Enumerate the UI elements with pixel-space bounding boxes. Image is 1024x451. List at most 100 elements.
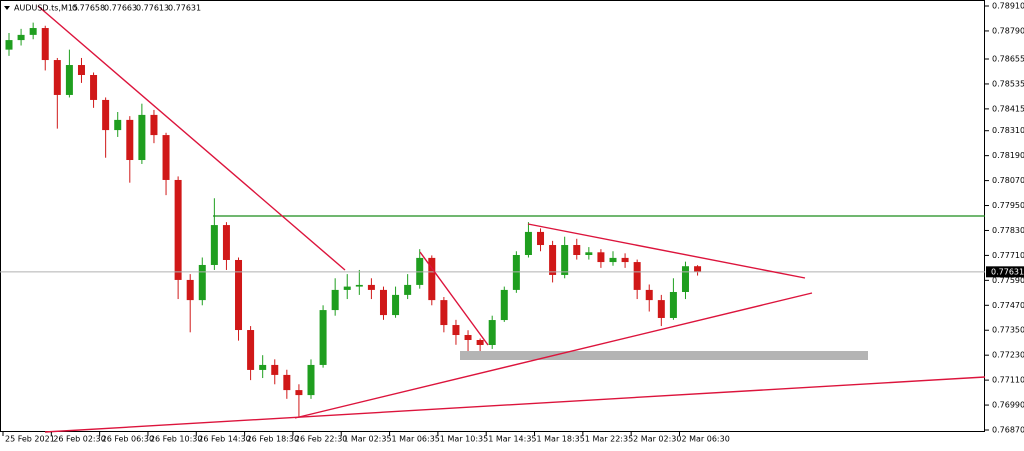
- x-tick-label: 26 Feb 18:30: [247, 435, 299, 444]
- y-tick-label: 0.76870: [992, 426, 1024, 435]
- candle-body: [235, 259, 243, 331]
- candle-body: [621, 257, 629, 263]
- x-tick-label: 1 Mar 18:35: [537, 435, 585, 444]
- y-tick-label: 0.78190: [992, 151, 1024, 160]
- y-tick-label: 0.77710: [992, 251, 1024, 260]
- y-tick-label: 0.78535: [992, 79, 1024, 88]
- candle-body: [186, 279, 194, 301]
- candle-body: [392, 294, 400, 316]
- candle-body: [295, 390, 303, 396]
- candle-body: [585, 252, 593, 255]
- trendline: [419, 251, 489, 346]
- y-tick-label: 0.78790: [992, 26, 1024, 35]
- x-tick-label: 26 Feb 06:30: [102, 435, 154, 444]
- x-tick-label: 26 Feb 02:30: [53, 435, 105, 444]
- y-tick-label: 0.78910: [992, 2, 1024, 11]
- candle-body: [476, 340, 484, 345]
- candle-body: [657, 300, 665, 318]
- price-label-box: [986, 266, 1024, 278]
- candle-body: [561, 245, 569, 275]
- ohlc-high: 0.77663: [104, 4, 137, 13]
- candle-body: [464, 335, 472, 341]
- candle-body: [41, 28, 49, 61]
- y-tick-label: 0.77590: [992, 276, 1024, 285]
- candle-body: [597, 252, 605, 263]
- y-tick-label: 0.77350: [992, 326, 1024, 335]
- y-tick-label: 0.77110: [992, 376, 1024, 385]
- candle-body: [319, 310, 327, 365]
- x-tick-label: 2 Mar 02:30: [633, 435, 681, 444]
- x-tick-label: 26 Feb 14:30: [198, 435, 250, 444]
- candle-body: [549, 245, 557, 275]
- x-tick-label: 2 Mar 06:30: [681, 435, 729, 444]
- candles: [0, 22, 985, 418]
- candle-body: [283, 374, 291, 391]
- x-tick-label: 25 Feb 2021: [5, 435, 55, 444]
- candle-body: [645, 289, 653, 301]
- y-tick-label: 0.78415: [992, 104, 1024, 113]
- y-tick-label: 0.78310: [992, 126, 1024, 135]
- candle-body: [573, 245, 581, 255]
- x-tick-label: 26 Feb 10:30: [150, 435, 202, 444]
- candle-body: [198, 264, 206, 301]
- candle-body: [367, 284, 375, 290]
- y-tick-label: 0.76990: [992, 401, 1024, 410]
- candle-body: [633, 262, 641, 290]
- y-tick-label: 0.78070: [992, 176, 1024, 185]
- y-tick-label: 0.77470: [992, 301, 1024, 310]
- candle-body: [500, 289, 508, 321]
- price-label: 0.77631: [991, 267, 1024, 276]
- candle-body: [102, 99, 110, 131]
- trendline: [44, 376, 986, 433]
- trendline: [37, 5, 346, 271]
- candle-body: [210, 225, 218, 265]
- candle-body: [355, 284, 363, 287]
- support-zone: [460, 351, 868, 360]
- candle-body: [138, 114, 146, 161]
- candle-body: [404, 284, 412, 295]
- candle-body: [114, 119, 122, 131]
- candle-body: [77, 65, 85, 76]
- y-tick-label: 0.77950: [992, 201, 1024, 210]
- candle-body: [343, 286, 351, 290]
- candle-body: [126, 119, 134, 161]
- candle-body: [428, 257, 436, 301]
- candle-body: [150, 114, 158, 136]
- candle-body: [681, 266, 689, 292]
- candle-body: [694, 266, 702, 272]
- trendlines: [37, 5, 986, 433]
- trendline: [527, 223, 806, 279]
- x-tick-label: 1 Mar 06:35: [392, 435, 440, 444]
- candle-body: [53, 60, 61, 95]
- y-tick-label: 0.77830: [992, 226, 1024, 235]
- x-tick-label: 1 Mar 02:35: [343, 435, 391, 444]
- candle-body: [90, 75, 98, 100]
- candle-body: [17, 34, 25, 41]
- x-tick-label: 1 Mar 10:35: [440, 435, 488, 444]
- y-tick-label: 0.78655: [992, 55, 1024, 64]
- menu-icon[interactable]: [4, 6, 10, 10]
- x-tick-label: 1 Mar 22:35: [585, 435, 633, 444]
- y-tick-label: 0.77230: [992, 351, 1024, 360]
- candle-body: [452, 325, 460, 336]
- candle-body: [524, 231, 532, 255]
- candle-body: [29, 28, 37, 35]
- candle-body: [537, 231, 545, 246]
- candle-body: [609, 257, 617, 263]
- candle-body: [440, 300, 448, 326]
- x-tick-label: 26 Feb 22:30: [295, 435, 347, 444]
- ohlc-open: 0.77658: [72, 4, 105, 13]
- candle-body: [247, 330, 255, 370]
- ohlc-low: 0.77613: [136, 4, 169, 13]
- candle-body: [379, 289, 387, 316]
- x-tick-label: 1 Mar 14:35: [488, 435, 536, 444]
- candle-body: [488, 320, 496, 345]
- trendline: [294, 292, 813, 419]
- candle-body: [5, 40, 13, 50]
- candle-body: [307, 364, 315, 396]
- candle-body: [259, 364, 267, 370]
- candle-body: [162, 135, 170, 180]
- candle-body: [512, 254, 520, 290]
